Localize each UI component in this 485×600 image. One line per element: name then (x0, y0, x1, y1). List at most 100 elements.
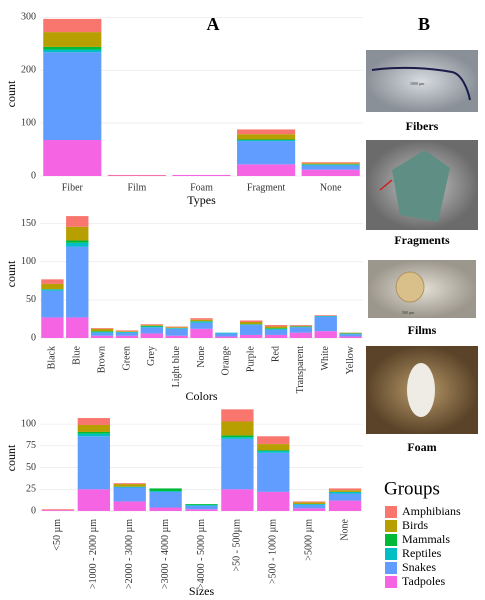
x-tick-label: Red (270, 346, 281, 362)
bar-segment (90, 335, 114, 338)
bar-segment (149, 488, 182, 492)
bar-segment (237, 140, 296, 142)
bar-segment (221, 437, 254, 439)
bar-segment (221, 421, 254, 436)
bar-segment (66, 246, 89, 318)
bar-segment (140, 326, 163, 328)
photo-caption: Fibers (406, 119, 439, 133)
bar-segment (339, 332, 362, 334)
bar-segment (328, 491, 362, 494)
x-tick-label: Blue (72, 345, 83, 364)
bar-segment (257, 491, 290, 511)
bar-segment (43, 18, 102, 33)
y-tick-label: 0 (31, 505, 36, 516)
bar-segment (264, 325, 288, 327)
bar-segment (257, 450, 290, 452)
bar-segment (314, 315, 337, 316)
bar-segment (328, 493, 362, 501)
x-tick-label: Black (47, 346, 58, 369)
bar-segment (240, 325, 263, 335)
x-tick-label: <50 µm (52, 519, 63, 551)
y-tick-label: 300 (21, 12, 36, 23)
legend-swatch (385, 562, 397, 574)
legend-swatch (385, 534, 397, 546)
bar-segment (215, 332, 238, 334)
bar-segment (314, 315, 337, 317)
bar-segment (293, 501, 326, 503)
bar-segment (190, 318, 213, 320)
bar-segment (293, 504, 326, 509)
y-tick-label: 100 (21, 117, 36, 128)
bar-segment (314, 316, 337, 332)
photo (366, 140, 478, 230)
x-tick-label: White (320, 345, 331, 370)
bar-segment (314, 331, 337, 338)
legend-title: Groups (384, 478, 440, 499)
bar-segment (41, 509, 75, 511)
bar-segment (190, 322, 213, 329)
x-tick-label: >3000 - 4000 µm (160, 519, 171, 589)
bar-segment (293, 508, 326, 511)
bar-segment (165, 328, 188, 336)
panel-label: B (418, 14, 430, 34)
bar-segment (237, 141, 296, 165)
bar-segment (77, 436, 110, 490)
scale-label: 500 µm (402, 310, 415, 315)
x-tick-label: >1000 - 2000 µm (88, 519, 99, 589)
legend-swatch (385, 506, 397, 518)
x-tick-label: Transparent (295, 346, 306, 394)
bar-segment (165, 327, 188, 329)
bar-segment (172, 174, 231, 176)
bar-segment (257, 452, 290, 492)
legend-swatch (385, 576, 397, 588)
bar-segment (289, 326, 313, 328)
bar-segment (66, 240, 89, 243)
bar-segment (221, 438, 254, 490)
bar-segment (215, 336, 238, 338)
bar-segment (221, 435, 254, 438)
bar-segment (185, 504, 218, 505)
bar-segment (240, 322, 263, 325)
bar-segment (41, 290, 64, 318)
bar-segment (41, 283, 64, 290)
x-tick-label: Fragment (247, 182, 286, 193)
bar-segment (149, 491, 182, 508)
bar-segment (289, 325, 313, 326)
y-tick-label: 25 (26, 484, 36, 495)
bar-segment (339, 334, 362, 337)
bar-segment (66, 242, 89, 247)
x-tick-label: None (320, 182, 342, 193)
x-tick-label: Light blue (171, 345, 182, 387)
bar-segment (165, 335, 188, 338)
bar-segment (301, 162, 360, 164)
bar-segment (185, 505, 218, 510)
y-axis-title: count (4, 80, 18, 107)
photo: 1000 µm (366, 50, 478, 112)
bar-segment (113, 486, 146, 488)
bar-segment (66, 317, 89, 338)
bar-segment (221, 489, 254, 511)
x-tick-label: >5000 µm (303, 519, 314, 561)
bar-segment (66, 216, 89, 227)
bar-segment (115, 331, 139, 332)
photo-caption: Films (408, 323, 437, 337)
x-tick-label: >50 - 500µm (232, 519, 243, 572)
legend-label: Tadpoles (402, 574, 445, 588)
x-axis-title: Sizes (189, 584, 215, 598)
legend-label: Reptiles (402, 546, 442, 560)
photo: 500 µm (368, 260, 476, 318)
x-tick-label: >500 - 1000 µm (268, 519, 279, 584)
bar-segment (43, 52, 102, 141)
bar-segment (165, 326, 188, 328)
legend-label: Amphibians (402, 504, 461, 518)
bar-segment (90, 331, 114, 332)
bar-segment (240, 324, 263, 326)
bar-segment (43, 140, 102, 176)
bar-segment (165, 328, 188, 329)
legend-label: Birds (402, 518, 428, 532)
bar-segment (107, 175, 166, 176)
bar-segment (66, 226, 89, 241)
bar-segment (140, 327, 163, 334)
y-tick-label: 100 (21, 418, 36, 429)
